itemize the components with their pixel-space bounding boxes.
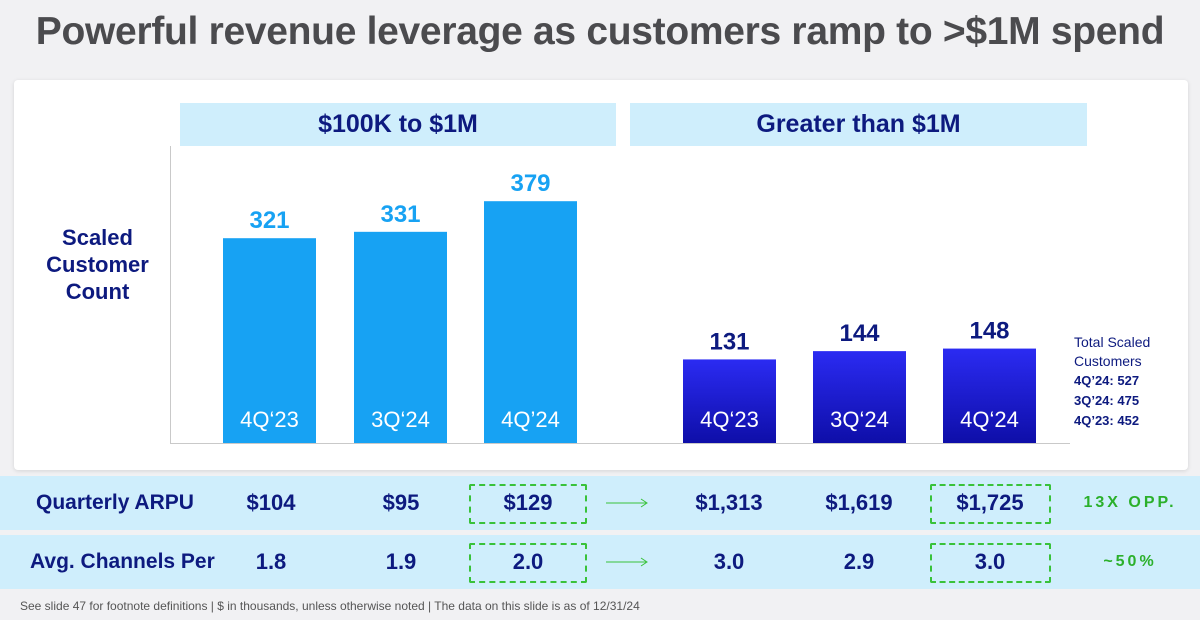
bar-category-label: 3Q‘24: [830, 407, 889, 432]
metric-label: Quarterly ARPU: [36, 491, 194, 514]
opportunity-note: ~50%: [1103, 553, 1157, 570]
opportunity-note: 13X OPP.: [1083, 494, 1177, 511]
group-header-small: $100K to $1M: [180, 103, 616, 146]
bar-category-label: 4Q‘23: [240, 407, 299, 432]
page-title: Powerful revenue leverage as customers r…: [35, 10, 1165, 53]
metric-value: 3.0: [713, 549, 745, 574]
arrow-right-icon: [606, 498, 648, 508]
metric-value: $95: [382, 490, 420, 515]
bar-category-label: 3Q‘24: [371, 407, 430, 432]
bar: [354, 231, 447, 443]
bar-value-label: 148: [969, 318, 1009, 345]
bar-value-label: 379: [510, 170, 550, 197]
bar-category-label: 4Q’24: [501, 407, 560, 432]
bar-value-label: 131: [709, 328, 749, 355]
metric-row-channels: Avg. Channels Per 1.8 1.9 2.0 3.0 2.9 3.…: [0, 535, 1200, 589]
group-header-large: Greater than $1M: [630, 103, 1087, 146]
metric-value: $1,619: [825, 490, 893, 515]
metric-row-arpu: Quarterly ARPU $104 $95 $129 $1,313 $1,6…: [0, 476, 1200, 530]
bar: [813, 351, 906, 443]
highlight-box: [469, 484, 587, 524]
metric-value: 1.9: [385, 549, 417, 574]
x-axis-line: [170, 443, 1070, 444]
highlight-box: [930, 484, 1051, 524]
metric-value: 3.0: [974, 549, 1006, 574]
highlight-box: [469, 543, 587, 583]
total-scaled-customers: Total Scaled Customers 4Q’24: 527 3Q’24:…: [1074, 333, 1200, 431]
highlight-box: [930, 543, 1051, 583]
totals-title: Total Scaled Customers: [1074, 334, 1151, 369]
footer-note: See slide 47 for footnote definitions | …: [20, 599, 640, 613]
metric-value: $104: [246, 490, 296, 515]
metric-value: 2.9: [843, 549, 875, 574]
bar-value-label: 144: [839, 320, 880, 347]
bar-value-label: 331: [380, 201, 420, 228]
totals-line: 4Q’24: 527: [1074, 373, 1140, 388]
bar: [223, 238, 316, 443]
bar-category-label: 4Q‘24: [960, 407, 1019, 432]
arrow-right-icon: [606, 557, 648, 567]
metric-label: Avg. Channels Per: [30, 550, 215, 573]
metric-value: $1,725: [956, 490, 1024, 515]
y-axis-label: Scaled Customer Count: [46, 225, 149, 304]
bar-category-label: 4Q‘23: [700, 407, 759, 432]
metric-value: 2.0: [512, 549, 544, 574]
bar: [683, 359, 776, 443]
bar-value-label: 321: [249, 207, 289, 234]
totals-line: 4Q’23: 452: [1074, 413, 1140, 428]
bar: [943, 348, 1036, 443]
metric-value: $1,313: [695, 490, 763, 515]
metric-value: $129: [503, 490, 553, 515]
y-axis-line: [170, 146, 171, 444]
bar: [484, 201, 577, 443]
metric-value: 1.8: [255, 549, 287, 574]
totals-line: 3Q’24: 475: [1074, 393, 1140, 408]
